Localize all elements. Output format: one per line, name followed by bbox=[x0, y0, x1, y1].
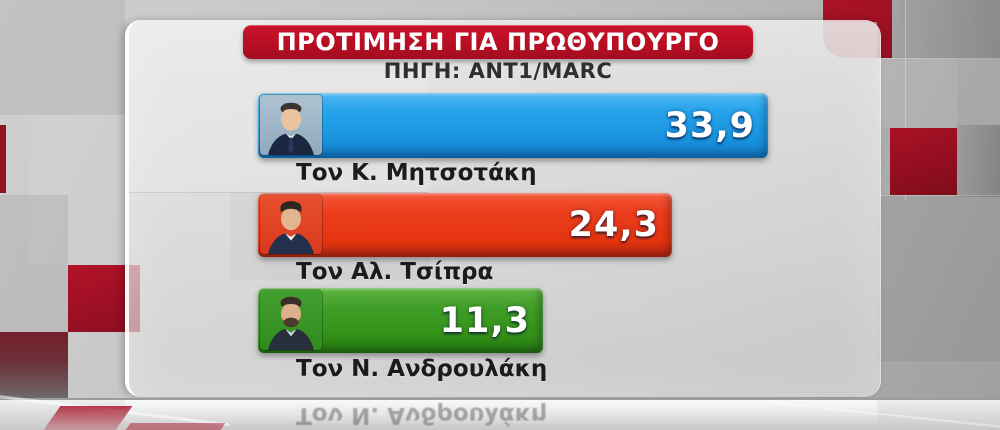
portrait-tsipras-illustration bbox=[260, 195, 322, 254]
bar-mitsotakis: 33,9 bbox=[258, 93, 768, 158]
bar-tsipras: 24,3 bbox=[258, 193, 672, 257]
chart-title: ΠΡΟΤΙΜΗΣΗ ΓΙΑ ΠΡΩΘΥΠΟΥΡΓΟ bbox=[243, 25, 753, 59]
wall-tile bbox=[957, 125, 1000, 197]
bar-value: 11,3 bbox=[439, 300, 530, 341]
floor-red-reflection bbox=[125, 423, 226, 430]
bar-androulakis: 11,3 bbox=[258, 288, 543, 353]
chart-source-label: ΠΗΓΗ: ANT1/MARC bbox=[383, 59, 613, 83]
bar-value: 33,9 bbox=[664, 105, 755, 146]
bar-label-tsipras: Τον Αλ. Τσίπρα bbox=[296, 259, 494, 285]
portrait-androulakis-illustration bbox=[260, 290, 322, 350]
portrait-androulakis bbox=[260, 290, 322, 350]
floor-reflection-text: Τον Ν. Ανδρουλάκη bbox=[296, 402, 548, 428]
bar-value: 24,3 bbox=[568, 205, 659, 245]
wall-tile bbox=[30, 115, 126, 265]
floor-glow bbox=[125, 400, 877, 426]
bar-label-androulakis: Τον Ν. Ανδρουλάκη bbox=[296, 356, 548, 382]
red-accent-square bbox=[0, 125, 6, 193]
glass-corner-overlay bbox=[790, 22, 877, 58]
portrait-tsipras bbox=[260, 195, 322, 254]
wall-tile bbox=[877, 195, 1000, 361]
wall-tile bbox=[877, 0, 1000, 59]
red-accent-square bbox=[890, 128, 957, 195]
wall-tile bbox=[877, 58, 957, 128]
portrait-mitsotakis-illustration bbox=[260, 95, 322, 155]
wall-tile bbox=[0, 195, 68, 332]
wall-tile bbox=[0, 0, 125, 116]
bar-label-mitsotakis: Τον Κ. Μητσοτάκη bbox=[296, 160, 537, 186]
portrait-mitsotakis bbox=[260, 95, 322, 155]
red-accent-square bbox=[0, 332, 68, 398]
